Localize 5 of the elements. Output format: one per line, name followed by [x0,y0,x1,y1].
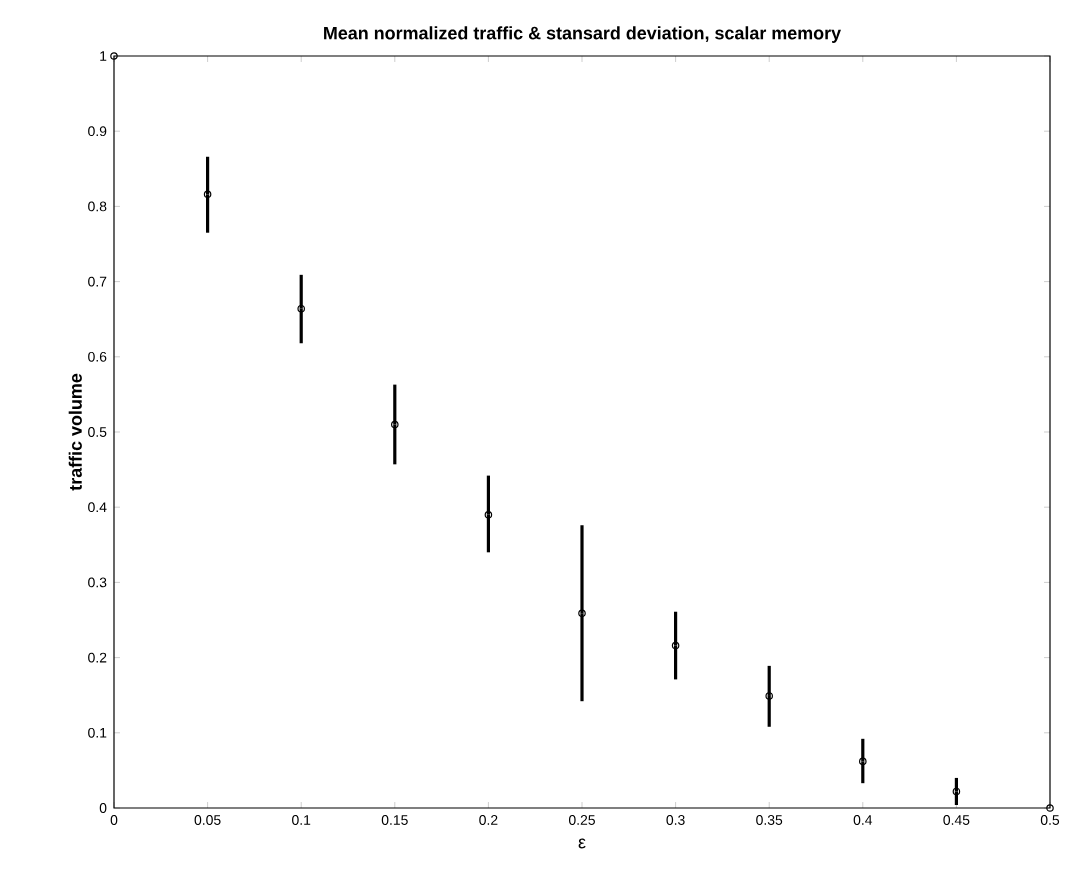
point [110,52,118,60]
y-axis-title: traffic volume [68,373,82,491]
chart-title: Mean normalized traffic & stansard deviation, scalar memory [324,26,841,43]
x-axis-title: ε [578,838,586,849]
point [1046,804,1054,812]
